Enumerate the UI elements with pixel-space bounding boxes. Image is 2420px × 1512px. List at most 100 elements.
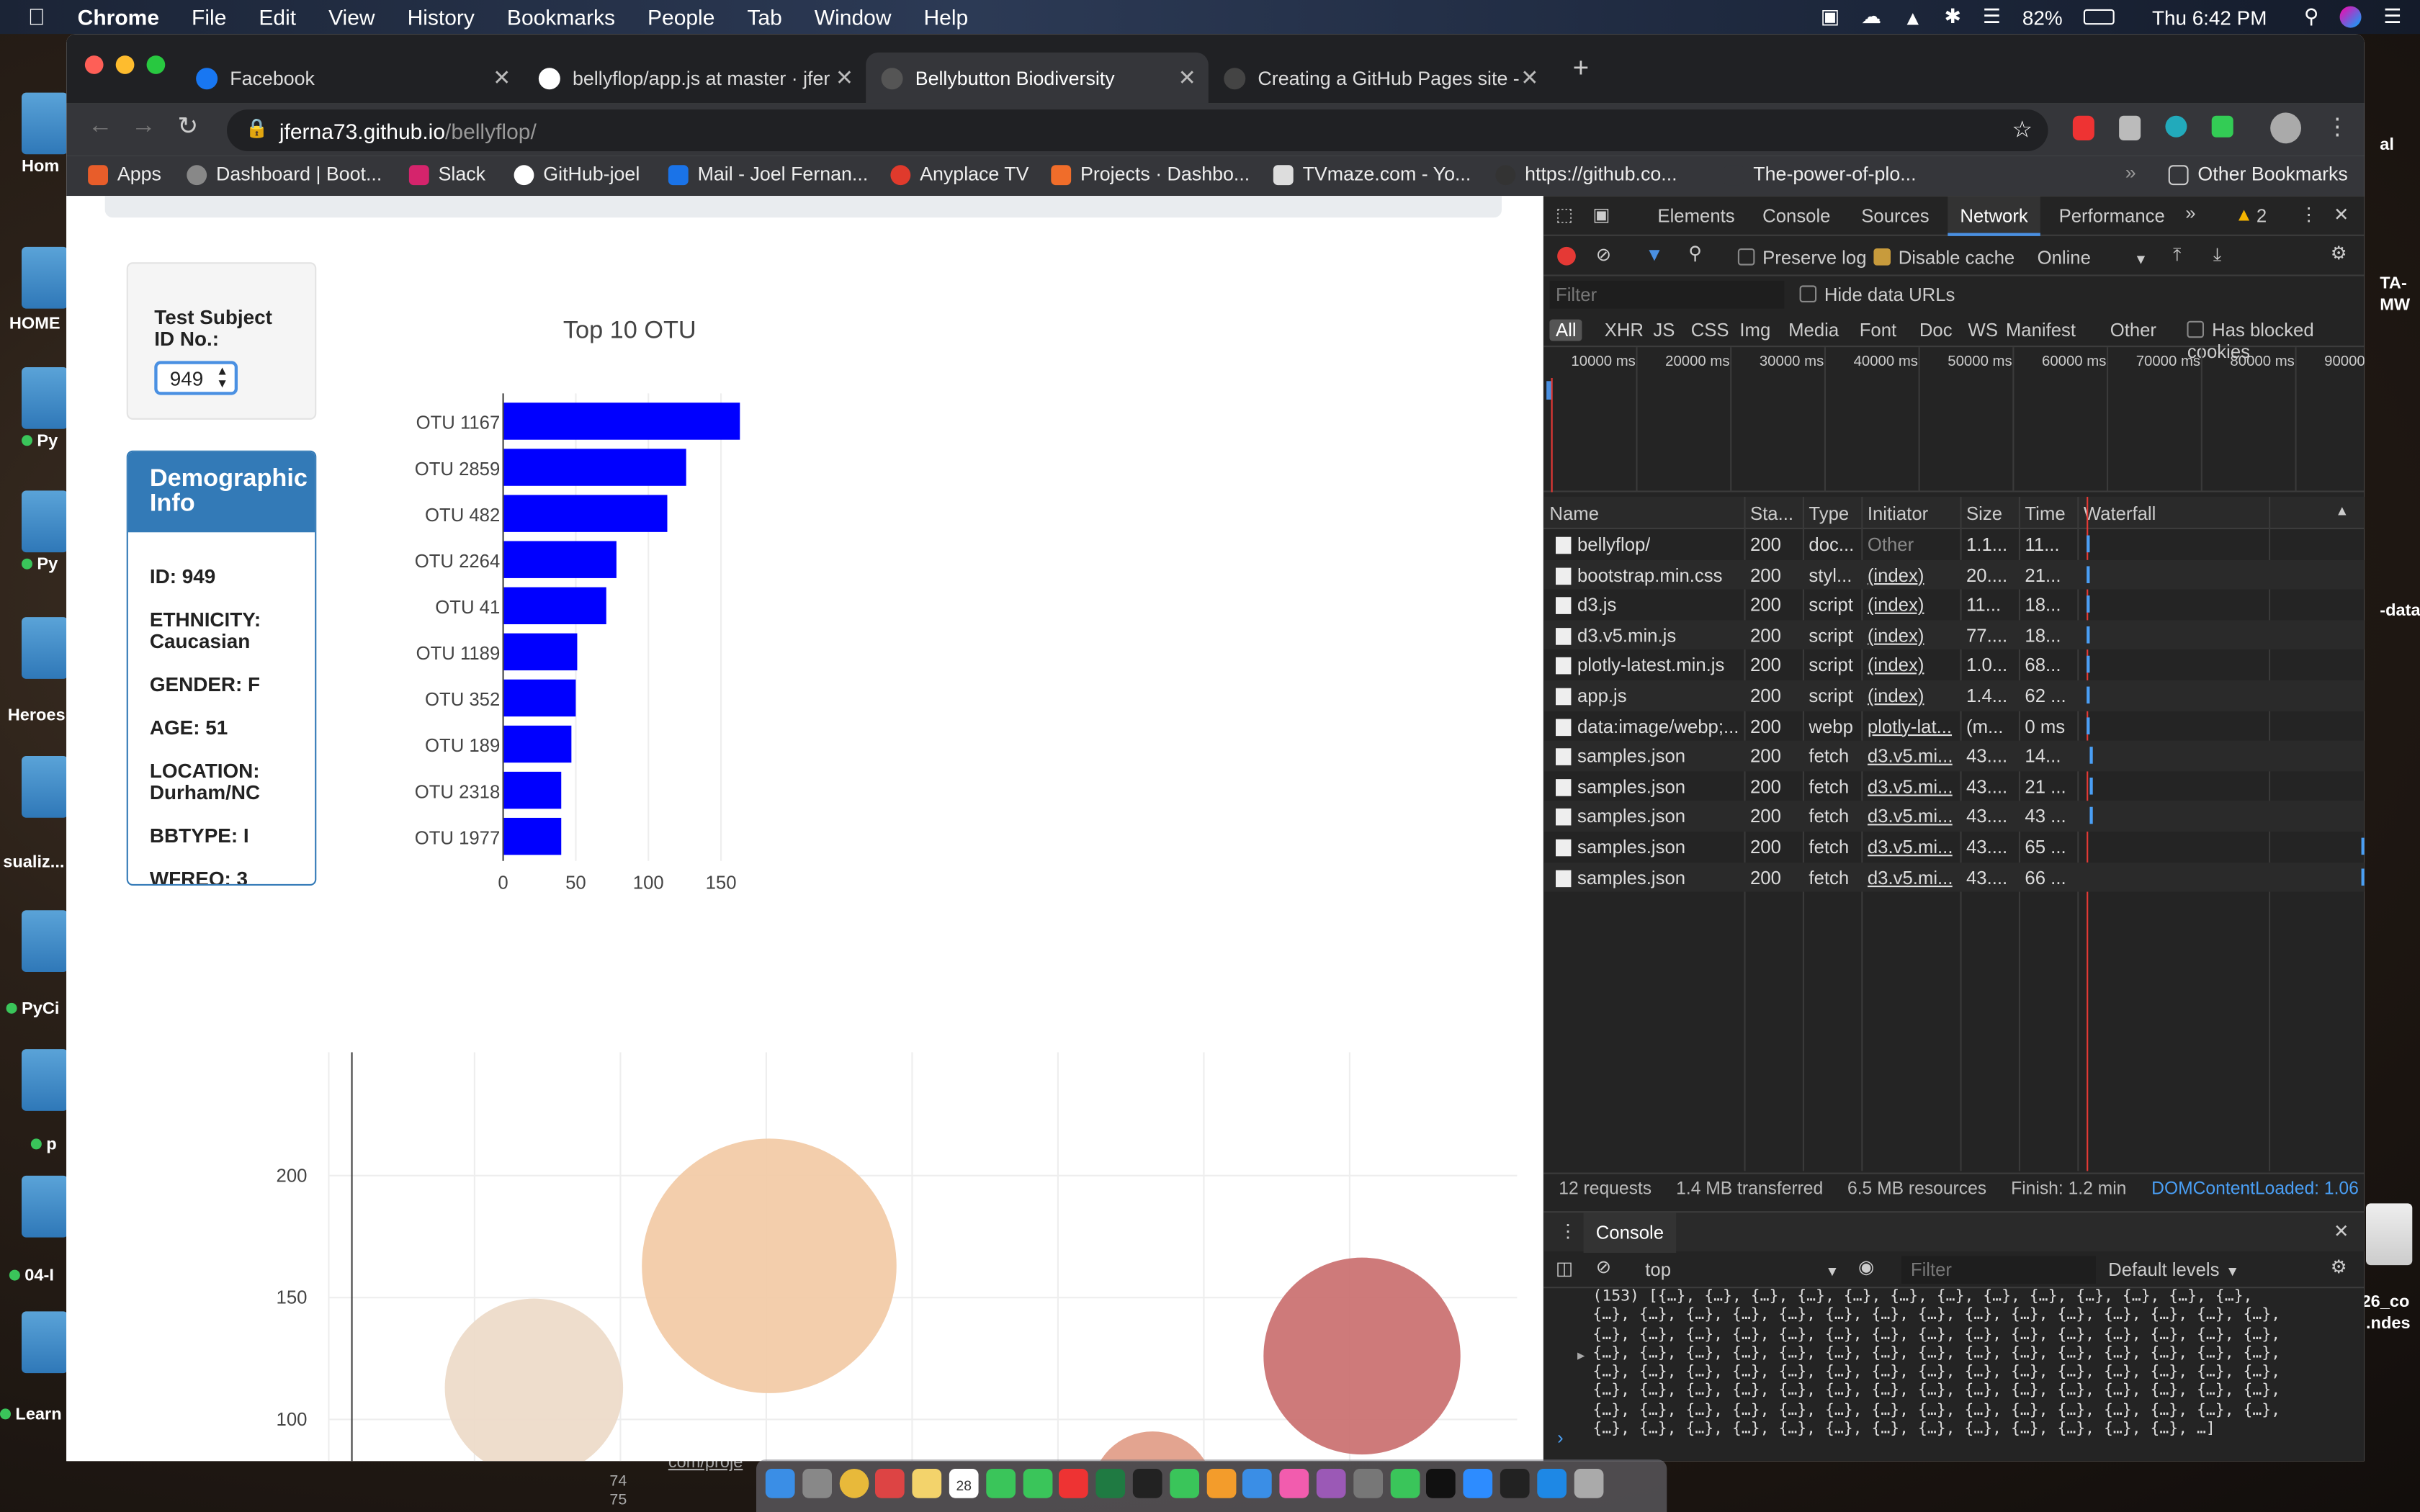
inspect-icon[interactable]: ⬚ [1556, 203, 1574, 225]
menu-bookmarks[interactable]: Bookmarks [489, 4, 615, 30]
battery-icon[interactable] [2084, 9, 2115, 25]
minimize-window-button[interactable] [115, 55, 135, 74]
extension-icon[interactable] [2211, 115, 2233, 138]
context-select[interactable]: top ▼ [1645, 1259, 1839, 1281]
preserve-log-checkbox[interactable]: Preserve log [1737, 247, 1867, 269]
network-row[interactable]: samples.json 200 fetch d3.v5.mi... 43.... 65 … [1543, 832, 2365, 862]
column-time[interactable]: Time [2025, 503, 2066, 525]
request-initiator[interactable]: d3.v5.mi... [1867, 866, 1953, 888]
profile-avatar[interactable] [2270, 112, 2301, 144]
device-toolbar-icon[interactable]: ▣ [1592, 203, 1610, 225]
disable-cache-checkbox[interactable]: Disable cache [1873, 247, 2015, 269]
request-name[interactable]: samples.json [1577, 775, 1686, 798]
bar[interactable] [503, 495, 668, 532]
bluetooth-icon[interactable]: ✱ [1944, 4, 1961, 28]
type-filter-other[interactable]: Other [2110, 319, 2157, 341]
finder-icon[interactable] [765, 1468, 795, 1498]
filter-input[interactable]: Filter [1549, 281, 1785, 309]
network-overview[interactable]: 10000 ms 20000 ms 30000 ms 40000 ms 50000 ms… [1543, 347, 2365, 492]
vscode-icon[interactable] [1536, 1468, 1567, 1498]
network-row[interactable]: data:image/webp;... 200 webp plotly-lat... (… [1543, 711, 2365, 741]
clear-console-icon[interactable]: ⊘ [1595, 1256, 1612, 1278]
close-window-button[interactable] [84, 55, 104, 74]
network-row[interactable]: samples.json 200 fetch d3.v5.mi... 43.... 14.… [1543, 740, 2365, 771]
upload-icon[interactable]: ▲ [1902, 5, 1923, 29]
siri-icon[interactable] [2340, 6, 2362, 28]
notes-icon[interactable] [912, 1468, 942, 1498]
bookmark-item[interactable]: Mail - Joel Fernan... [668, 163, 868, 185]
network-row[interactable]: samples.json 200 fetch d3.v5.mi... 43.... 66 … [1543, 861, 2365, 892]
zoom-icon[interactable] [1463, 1468, 1493, 1498]
tab-github-pages[interactable]: Creating a GitHub Pages site - ✕ [1209, 53, 1551, 105]
excel-icon[interactable] [1095, 1468, 1126, 1498]
menu-tab[interactable]: Tab [730, 4, 781, 30]
new-tab-icon[interactable]: + [1572, 52, 1590, 84]
folder-icon[interactable] [22, 366, 68, 429]
type-filter-img[interactable]: Img [1739, 319, 1771, 341]
control-center-icon[interactable]: ☰ [2383, 4, 2402, 28]
type-filter-doc[interactable]: Doc [1919, 319, 1953, 341]
bar[interactable] [503, 402, 740, 440]
chrome-icon[interactable] [838, 1468, 869, 1498]
battery-percent[interactable]: 82% [2022, 5, 2063, 29]
column-size[interactable]: Size [1966, 503, 2003, 525]
bar[interactable] [503, 541, 617, 578]
network-row[interactable]: bootstrap.min.css 200 styl... (index) 20....… [1543, 559, 2365, 590]
expand-triangle-icon[interactable]: ▶ [1577, 1348, 1585, 1363]
back-icon[interactable]: ← [88, 112, 113, 139]
bar[interactable] [503, 725, 572, 763]
bubble[interactable] [1263, 1257, 1461, 1455]
type-filter-all[interactable]: All [1549, 319, 1583, 341]
creative-cloud-icon[interactable]: ☁ [1861, 4, 1881, 28]
hide-data-urls-checkbox[interactable]: Hide data URLs [1799, 284, 1955, 305]
eye-icon[interactable]: ◉ [1858, 1256, 1875, 1278]
bubble-chart[interactable]: 100 150 200 [159, 1052, 1518, 1462]
folder-icon[interactable] [22, 1175, 68, 1238]
tab-console[interactable]: Console [1762, 205, 1831, 227]
warning-icon[interactable]: ▲ [2234, 203, 2254, 225]
more-bookmarks-icon[interactable]: » [2125, 162, 2136, 184]
type-filter-font[interactable]: Font [1859, 319, 1897, 341]
sort-asc-icon[interactable]: ▲ [2335, 503, 2349, 518]
sidebar-toggle-icon[interactable]: ◫ [1556, 1257, 1574, 1279]
request-initiator[interactable]: (index) [1867, 624, 1924, 647]
type-filter-xhr[interactable]: XHR [1604, 319, 1644, 341]
bookmark-item[interactable]: TVmaze.com - Yo... [1273, 163, 1471, 185]
request-name[interactable]: samples.json [1577, 806, 1686, 828]
network-row[interactable]: bellyflop/200 doc... Other 1.1... 11... [1543, 529, 2365, 559]
extension-icon[interactable] [2165, 115, 2187, 138]
music-icon[interactable] [1279, 1468, 1309, 1498]
address-bar[interactable]: 🔒 jferna73.github.io/bellyflop/ ☆ [227, 109, 2048, 151]
close-tab-icon[interactable]: ✕ [835, 65, 853, 90]
close-tab-icon[interactable]: ✕ [493, 65, 511, 90]
tab-github[interactable]: bellyflop/app.js at master · jfer ✕ [523, 53, 866, 105]
reload-icon[interactable]: ↻ [177, 114, 199, 140]
menu-app-name[interactable]: Chrome [60, 4, 159, 30]
request-initiator[interactable]: d3.v5.mi... [1867, 745, 1953, 768]
tab-console-drawer[interactable]: Console [1583, 1212, 1677, 1253]
type-filter-js[interactable]: JS [1653, 319, 1675, 341]
folder-icon[interactable] [22, 92, 68, 155]
network-row[interactable]: d3.js 200 script (index) 11... 18... [1543, 590, 2365, 620]
more-tabs-icon[interactable]: » [2185, 202, 2196, 224]
request-initiator[interactable]: (index) [1867, 564, 1924, 586]
tab-network[interactable]: Network [1948, 196, 2040, 236]
menu-history[interactable]: History [390, 4, 475, 30]
clock[interactable]: Thu 6:42 PM [2151, 5, 2267, 29]
bookmark-item[interactable]: https://github.co... [1495, 163, 1677, 185]
bubble[interactable] [642, 1138, 897, 1393]
request-initiator[interactable]: (index) [1867, 654, 1924, 677]
folder-icon[interactable] [22, 910, 68, 972]
request-initiator[interactable]: d3.v5.mi... [1867, 775, 1953, 798]
request-initiator[interactable]: (index) [1867, 685, 1924, 707]
appletv-icon[interactable] [1426, 1468, 1456, 1498]
network-row[interactable]: samples.json 200 fetch d3.v5.mi... 43.... 21 … [1543, 771, 2365, 801]
column-initiator[interactable]: Initiator [1867, 503, 1929, 525]
bar[interactable] [503, 633, 578, 671]
xcode-icon[interactable] [1242, 1468, 1273, 1498]
lock-icon[interactable]: 🔒 [245, 117, 269, 139]
bookmark-apps[interactable]: Apps [88, 163, 161, 185]
type-filter-manifest[interactable]: Manifest [2005, 319, 2076, 341]
pycharm-icon[interactable] [1132, 1468, 1162, 1498]
tab-bellybutton[interactable]: Bellybutton Biodiversity ✕ [866, 52, 1209, 105]
